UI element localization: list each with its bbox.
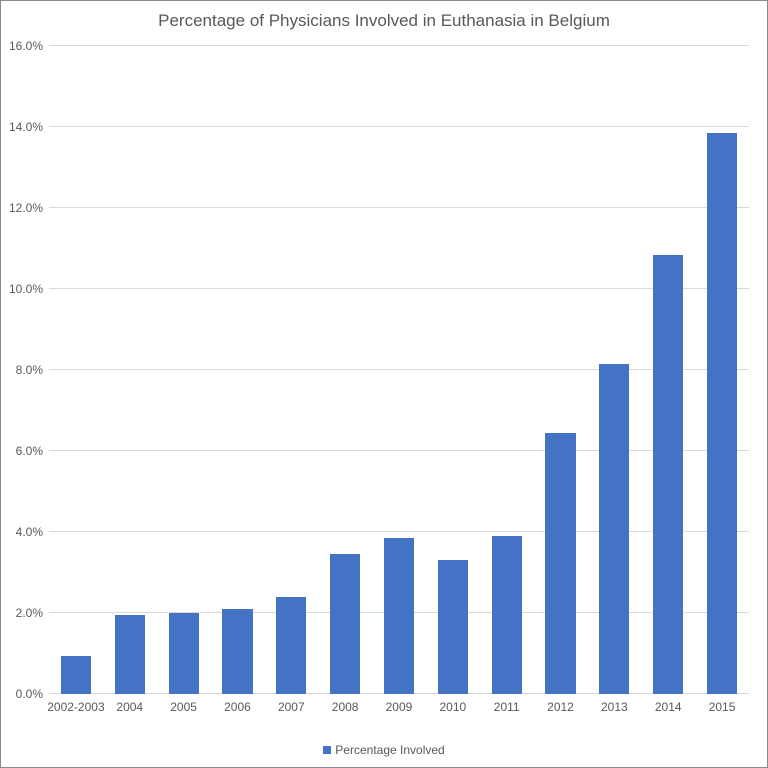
bar-slot: 2012 bbox=[534, 46, 588, 694]
bar-slot: 2011 bbox=[480, 46, 534, 694]
bar-slot: 2015 bbox=[695, 46, 749, 694]
legend-swatch bbox=[323, 746, 331, 754]
x-axis-label: 2004 bbox=[116, 700, 143, 714]
legend: Percentage Involved bbox=[1, 742, 767, 757]
x-axis-label: 2013 bbox=[601, 700, 628, 714]
bars-row: 2002-20032004200520062007200820092010201… bbox=[49, 46, 749, 694]
bar bbox=[330, 554, 360, 694]
bar bbox=[222, 609, 252, 694]
bar-slot: 2010 bbox=[426, 46, 480, 694]
x-axis-label: 2010 bbox=[439, 700, 466, 714]
y-axis-label: 4.0% bbox=[16, 525, 43, 539]
bar bbox=[492, 536, 522, 694]
x-axis-label: 2007 bbox=[278, 700, 305, 714]
chart-title: Percentage of Physicians Involved in Eut… bbox=[1, 11, 767, 31]
y-axis-label: 0.0% bbox=[16, 687, 43, 701]
x-axis-label: 2014 bbox=[655, 700, 682, 714]
plot-area: 0.0%2.0%4.0%6.0%8.0%10.0%12.0%14.0%16.0%… bbox=[49, 46, 749, 694]
bar-slot: 2007 bbox=[264, 46, 318, 694]
chart-container: Percentage of Physicians Involved in Eut… bbox=[0, 0, 768, 768]
y-axis-label: 2.0% bbox=[16, 606, 43, 620]
y-axis-label: 16.0% bbox=[9, 39, 43, 53]
bar bbox=[276, 597, 306, 694]
bar-slot: 2006 bbox=[211, 46, 265, 694]
bar bbox=[707, 133, 737, 694]
bar-slot: 2002-2003 bbox=[49, 46, 103, 694]
bar-slot: 2013 bbox=[587, 46, 641, 694]
legend-label: Percentage Involved bbox=[335, 743, 444, 757]
bar bbox=[653, 255, 683, 694]
y-axis-label: 12.0% bbox=[9, 201, 43, 215]
y-axis-label: 10.0% bbox=[9, 282, 43, 296]
y-axis-label: 8.0% bbox=[16, 363, 43, 377]
y-axis-label: 6.0% bbox=[16, 444, 43, 458]
bar bbox=[545, 433, 575, 694]
y-axis-label: 14.0% bbox=[9, 120, 43, 134]
bar-slot: 2008 bbox=[318, 46, 372, 694]
bar bbox=[61, 656, 91, 694]
bar bbox=[115, 615, 145, 694]
x-axis-label: 2005 bbox=[170, 700, 197, 714]
bar bbox=[599, 364, 629, 694]
bar-slot: 2005 bbox=[157, 46, 211, 694]
bar bbox=[384, 538, 414, 694]
bar bbox=[438, 560, 468, 694]
bar bbox=[169, 613, 199, 694]
x-axis-label: 2002-2003 bbox=[47, 700, 104, 714]
x-axis-label: 2008 bbox=[332, 700, 359, 714]
x-axis-label: 2011 bbox=[494, 700, 520, 714]
bar-slot: 2009 bbox=[372, 46, 426, 694]
x-axis-label: 2006 bbox=[224, 700, 251, 714]
x-axis-label: 2015 bbox=[709, 700, 736, 714]
x-axis-label: 2012 bbox=[547, 700, 574, 714]
bar-slot: 2004 bbox=[103, 46, 157, 694]
x-axis-label: 2009 bbox=[386, 700, 413, 714]
bar-slot: 2014 bbox=[641, 46, 695, 694]
